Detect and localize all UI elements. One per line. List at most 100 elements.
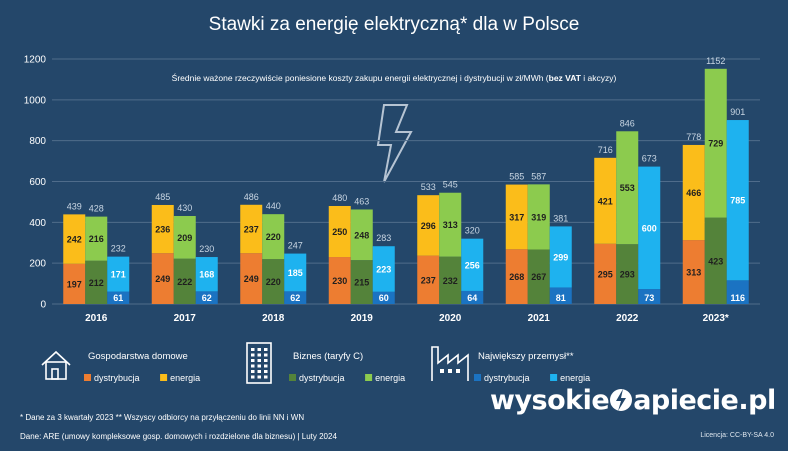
legend-swatch (84, 374, 91, 381)
x-tick-label: 2020 (439, 313, 462, 324)
bar-segment (328, 206, 351, 258)
data-label: 116 (730, 293, 745, 303)
bar-segment (284, 253, 307, 292)
total-label: 480 (332, 193, 347, 203)
brand-part1: wysokie (490, 385, 610, 416)
building-window (251, 370, 255, 373)
data-label: 220 (266, 277, 281, 287)
data-label: 313 (443, 220, 458, 230)
building-window (264, 359, 268, 362)
total-label: 846 (620, 118, 635, 128)
legend-group-name: Gospodarstwa domowe (88, 351, 188, 362)
bar-segment (151, 253, 174, 304)
x-tick-label: 2022 (616, 313, 639, 324)
data-label: 61 (113, 293, 123, 303)
data-label: 209 (177, 233, 192, 243)
bar-segment (616, 244, 639, 304)
bar-segment (350, 260, 373, 304)
bar-segment (638, 289, 661, 304)
legend-swatch (289, 374, 296, 381)
building-window (257, 348, 261, 351)
bar-segment (461, 290, 484, 304)
total-label: 247 (288, 241, 303, 251)
bar-segment (594, 157, 617, 244)
bar-segment (505, 184, 528, 250)
data-label: 600 (642, 223, 657, 233)
bar-segment (63, 214, 86, 264)
total-label: 230 (199, 244, 214, 254)
building-window (251, 348, 255, 351)
lightning-bolt-icon (610, 389, 633, 411)
bar-segment (107, 291, 130, 304)
bar-segment (682, 240, 705, 304)
bar-segment (85, 260, 108, 304)
data-label: 421 (598, 196, 613, 206)
total-label: 673 (642, 154, 657, 164)
bar-segment (173, 258, 196, 304)
data-label: 171 (111, 270, 126, 280)
x-tick-label: 2018 (262, 313, 285, 324)
y-tick-label: 1200 (24, 55, 47, 66)
data-label: 232 (443, 276, 458, 286)
total-label: 533 (421, 182, 436, 192)
legend-group-name: Biznes (taryfy C) (293, 351, 363, 362)
data-label: 223 (376, 264, 391, 274)
bar-segment (682, 144, 705, 241)
y-tick-label: 400 (29, 218, 46, 229)
brand-logo: wysokie apiecie.pl (490, 385, 776, 416)
factory-window (448, 369, 452, 373)
lightning-bolt-decoration-icon (376, 104, 413, 183)
data-label: 81 (556, 293, 566, 303)
license-text: Licencja: CC-BY-SA 4.0 (700, 432, 774, 439)
factory-window (456, 369, 460, 373)
legend-entry: dystrybucja (94, 373, 140, 383)
legend-entry: energia (170, 373, 200, 383)
building-window (264, 348, 268, 351)
legend-entry: dystrybucja (299, 373, 345, 383)
bar-segment (726, 120, 749, 281)
bar-segment (328, 257, 351, 304)
bar-segment (240, 204, 263, 254)
bar-segment (350, 209, 373, 261)
total-label: 381 (553, 213, 568, 223)
building-window (251, 375, 255, 379)
data-label: 62 (290, 293, 300, 303)
total-label: 439 (67, 201, 82, 211)
total-label: 440 (266, 201, 281, 211)
data-label: 267 (531, 272, 546, 282)
x-tick-label: 2023* (703, 313, 729, 324)
legend-swatch (474, 374, 481, 381)
data-label: 237 (421, 275, 436, 285)
data-label: 466 (686, 188, 701, 198)
total-label: 545 (443, 180, 458, 190)
data-label: 785 (730, 196, 745, 206)
data-label: 423 (708, 256, 723, 266)
total-label: 232 (111, 244, 126, 254)
data-label: 729 (708, 139, 723, 149)
data-label: 319 (531, 212, 546, 222)
total-label: 585 (509, 172, 524, 182)
data-label: 295 (598, 269, 613, 279)
bar-segment (372, 246, 395, 292)
data-label: 299 (553, 252, 568, 262)
data-label: 250 (332, 227, 347, 237)
bar-segment (704, 217, 727, 304)
building-window (264, 353, 268, 357)
data-label: 249 (155, 274, 170, 284)
subtitle-main: Średnie ważone rzeczywiście poniesione k… (172, 72, 549, 83)
data-label: 197 (67, 279, 82, 289)
bar-segment (107, 256, 130, 292)
bar-segment (726, 280, 749, 304)
data-label: 216 (89, 234, 104, 244)
y-tick-label: 1000 (24, 95, 47, 106)
total-label: 716 (598, 145, 613, 155)
legend-entry: dystrybucja (484, 373, 530, 383)
x-tick-label: 2017 (174, 313, 197, 324)
total-label: 901 (730, 107, 745, 117)
bar-segment (417, 195, 440, 256)
legend-swatch (365, 374, 373, 381)
bar-segment (240, 253, 263, 304)
bar-segment (549, 287, 572, 304)
house-door (51, 368, 59, 380)
brand-part2: apiecie.pl (633, 385, 776, 416)
